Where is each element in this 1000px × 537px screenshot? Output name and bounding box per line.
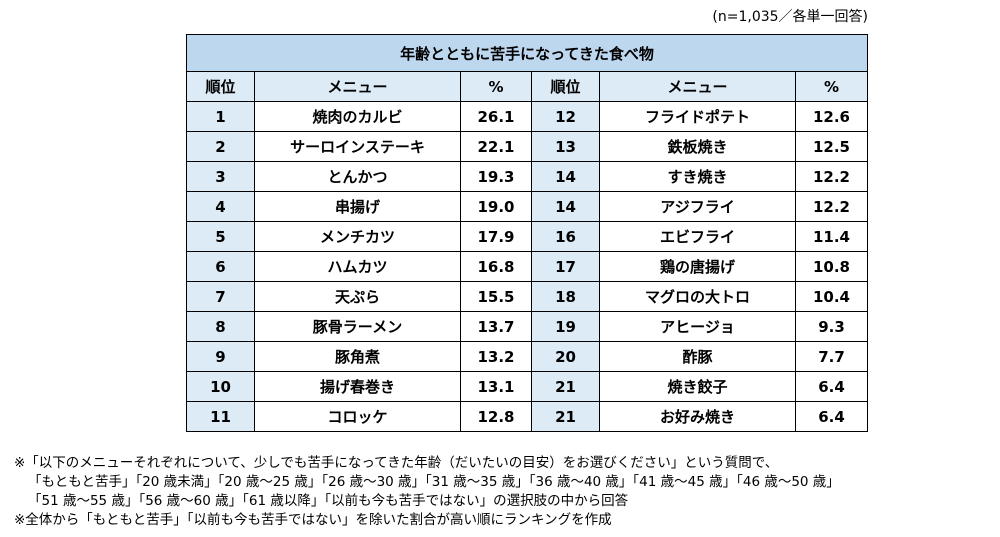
- percent-cell: 15.5: [460, 281, 532, 312]
- menu-cell: 焼肉のカルビ: [254, 101, 461, 132]
- table-row: 5 メンチカツ 17.9 16 エビフライ 11.4: [186, 221, 868, 252]
- percent-cell: 26.1: [460, 101, 532, 132]
- menu-cell: 酢豚: [599, 341, 796, 372]
- percent-cell: 19.0: [460, 191, 532, 222]
- menu-cell: すき焼き: [599, 161, 796, 192]
- menu-cell: 串揚げ: [254, 191, 461, 222]
- table-row: 2 サーロインステーキ 22.1 13 鉄板焼き 12.5: [186, 131, 868, 162]
- footnote-line: 「51 歳～55 歳」「56 歳～60 歳」「61 歳以降」「以前も今も苦手では…: [28, 493, 629, 509]
- table-row: 8 豚骨ラーメン 13.7 19 アヒージョ 9.3: [186, 311, 868, 342]
- percent-cell: 22.1: [460, 131, 532, 162]
- rank-cell: 14: [531, 191, 600, 222]
- rank-cell: 5: [186, 221, 255, 252]
- percent-cell: 12.5: [795, 131, 868, 162]
- rank-cell: 17: [531, 251, 600, 282]
- rank-cell: 9: [186, 341, 255, 372]
- header-pct-left: %: [460, 71, 532, 102]
- rank-cell: 21: [531, 401, 600, 432]
- menu-cell: 鉄板焼き: [599, 131, 796, 162]
- table-title: 年齢とともに苦手になってきた食べ物: [186, 34, 868, 72]
- menu-cell: エビフライ: [599, 221, 796, 252]
- table-row: 6 ハムカツ 16.8 17 鶏の唐揚げ 10.8: [186, 251, 868, 282]
- menu-cell: 鶏の唐揚げ: [599, 251, 796, 282]
- rank-cell: 3: [186, 161, 255, 192]
- rank-cell: 2: [186, 131, 255, 162]
- rank-cell: 21: [531, 371, 600, 402]
- percent-cell: 6.4: [795, 371, 868, 402]
- menu-cell: コロッケ: [254, 401, 461, 432]
- rank-cell: 7: [186, 281, 255, 312]
- percent-cell: 12.2: [795, 191, 868, 222]
- percent-cell: 10.8: [795, 251, 868, 282]
- table-row: 4 串揚げ 19.0 14 アジフライ 12.2: [186, 191, 868, 222]
- rank-cell: 8: [186, 311, 255, 342]
- table-row: 9 豚角煮 13.2 20 酢豚 7.7: [186, 341, 868, 372]
- footnote-line: 「もともと苦手」「20 歳未満」「20 歳～25 歳」「26 歳～30 歳」「3…: [28, 474, 840, 490]
- menu-cell: アヒージョ: [599, 311, 796, 342]
- percent-cell: 13.1: [460, 371, 532, 402]
- menu-cell: ハムカツ: [254, 251, 461, 282]
- menu-cell: サーロインステーキ: [254, 131, 461, 162]
- percent-cell: 12.2: [795, 161, 868, 192]
- rank-cell: 12: [531, 101, 600, 132]
- footnote-line: ※全体から「もともと苦手」「以前も今も苦手ではない」を除いた割合が高い順にランキ…: [14, 512, 612, 528]
- menu-cell: 天ぷら: [254, 281, 461, 312]
- menu-cell: 揚げ春巻き: [254, 371, 461, 402]
- footnotes: ※「以下のメニューそれぞれについて、少しでも苦手になってきた年齢（だいたいの目安…: [14, 454, 840, 530]
- menu-cell: 焼き餃子: [599, 371, 796, 402]
- rank-cell: 4: [186, 191, 255, 222]
- rank-cell: 20: [531, 341, 600, 372]
- menu-cell: とんかつ: [254, 161, 461, 192]
- percent-cell: 12.6: [795, 101, 868, 132]
- header-row: 順位 メニュー % 順位 メニュー %: [186, 71, 868, 102]
- header-rank-right: 順位: [531, 71, 600, 102]
- percent-cell: 19.3: [460, 161, 532, 192]
- percent-cell: 7.7: [795, 341, 868, 372]
- rank-cell: 13: [531, 131, 600, 162]
- menu-cell: マグロの大トロ: [599, 281, 796, 312]
- table-row: 10 揚げ春巻き 13.1 21 焼き餃子 6.4: [186, 371, 868, 402]
- rank-cell: 19: [531, 311, 600, 342]
- header-rank-left: 順位: [186, 71, 255, 102]
- rank-cell: 10: [186, 371, 255, 402]
- sample-size-note: (n=1,035／各単一回答): [712, 9, 868, 25]
- header-pct-right: %: [795, 71, 868, 102]
- table-row: 11 コロッケ 12.8 21 お好み焼き 6.4: [186, 401, 868, 432]
- rank-cell: 11: [186, 401, 255, 432]
- percent-cell: 16.8: [460, 251, 532, 282]
- rank-cell: 6: [186, 251, 255, 282]
- rank-cell: 14: [531, 161, 600, 192]
- header-menu-right: メニュー: [599, 71, 796, 102]
- table-row: 1 焼肉のカルビ 26.1 12 フライドポテト 12.6: [186, 101, 868, 132]
- footnote-line: ※「以下のメニューそれぞれについて、少しでも苦手になってきた年齢（だいたいの目安…: [14, 455, 779, 471]
- percent-cell: 11.4: [795, 221, 868, 252]
- menu-cell: アジフライ: [599, 191, 796, 222]
- rank-cell: 16: [531, 221, 600, 252]
- rank-cell: 1: [186, 101, 255, 132]
- table-row: 3 とんかつ 19.3 14 すき焼き 12.2: [186, 161, 868, 192]
- menu-cell: フライドポテト: [599, 101, 796, 132]
- percent-cell: 13.2: [460, 341, 532, 372]
- percent-cell: 9.3: [795, 311, 868, 342]
- percent-cell: 13.7: [460, 311, 532, 342]
- percent-cell: 12.8: [460, 401, 532, 432]
- ranking-body: 1 焼肉のカルビ 26.1 12 フライドポテト 12.6 2 サーロインステーキ 22.1 13…: [186, 101, 868, 432]
- menu-cell: メンチカツ: [254, 221, 461, 252]
- menu-cell: お好み焼き: [599, 401, 796, 432]
- percent-cell: 6.4: [795, 401, 868, 432]
- percent-cell: 10.4: [795, 281, 868, 312]
- menu-cell: 豚骨ラーメン: [254, 311, 461, 342]
- table-row: 7 天ぷら 15.5 18 マグロの大トロ 10.4: [186, 281, 868, 312]
- percent-cell: 17.9: [460, 221, 532, 252]
- header-menu-left: メニュー: [254, 71, 461, 102]
- rank-cell: 18: [531, 281, 600, 312]
- menu-cell: 豚角煮: [254, 341, 461, 372]
